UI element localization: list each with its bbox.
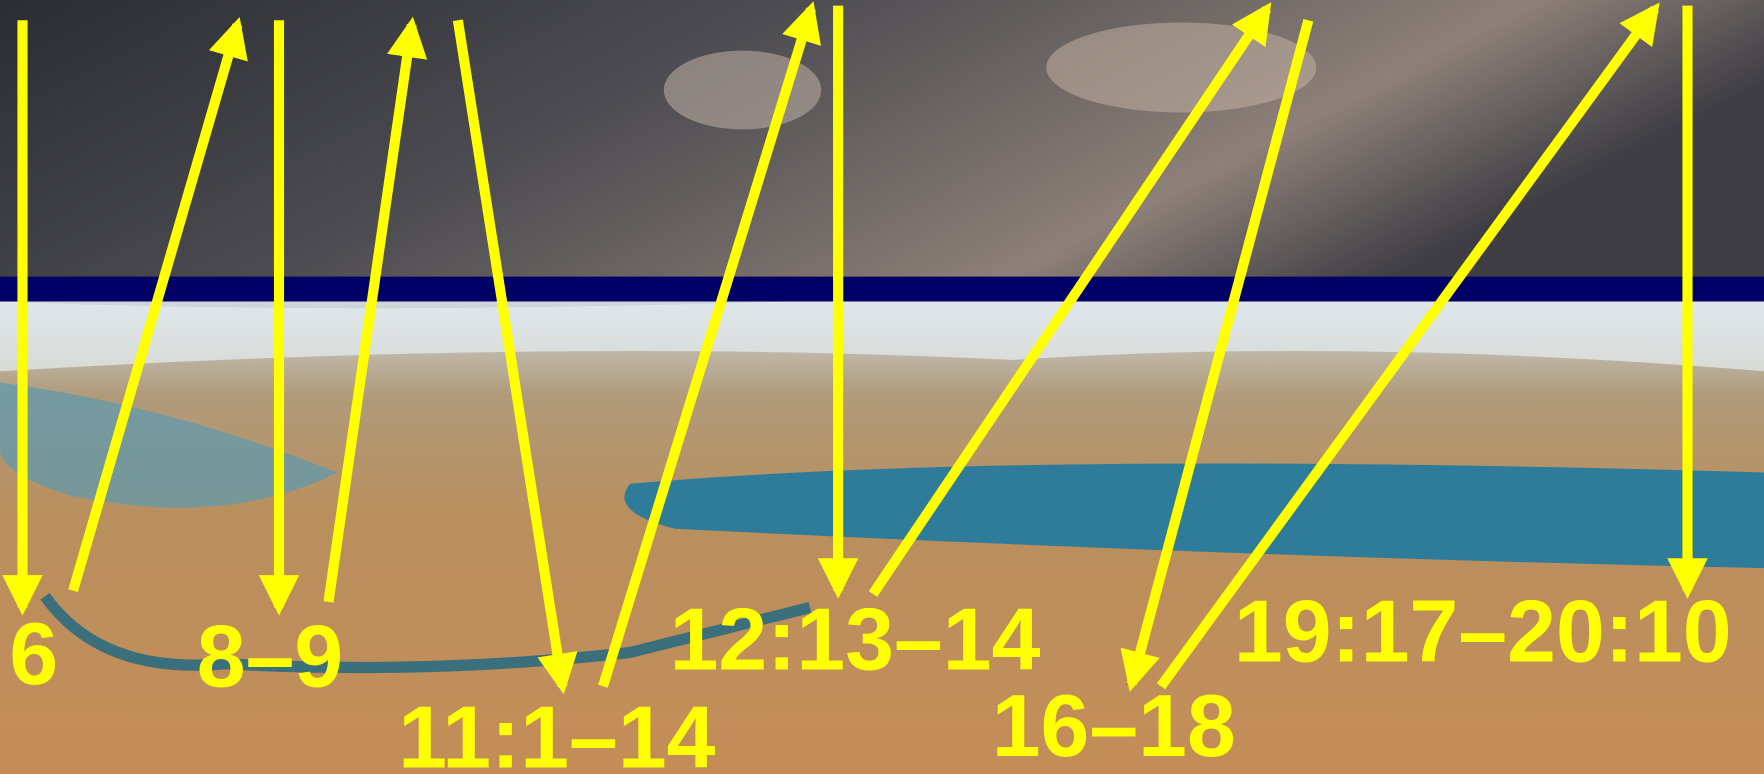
cloud-background — [0, 0, 1764, 277]
passage-label: 12:13–14 — [670, 590, 1041, 688]
passage-label: 11:1–14 — [398, 688, 715, 774]
cloud — [1046, 23, 1316, 113]
passage-label: 19:17–20:10 — [1234, 583, 1732, 681]
passage-label: 8–9 — [197, 607, 343, 705]
slide: 6 8–9 11:1–14 12:13–14 16–18 19:17–20:10 — [0, 0, 1764, 774]
horizon-band — [0, 277, 1764, 302]
passage-label: 6 — [9, 605, 58, 703]
page: {"labels": ["6", "8–9", "11:1–14", "12:1… — [0, 0, 1764, 774]
passage-label: 16–18 — [992, 677, 1236, 774]
